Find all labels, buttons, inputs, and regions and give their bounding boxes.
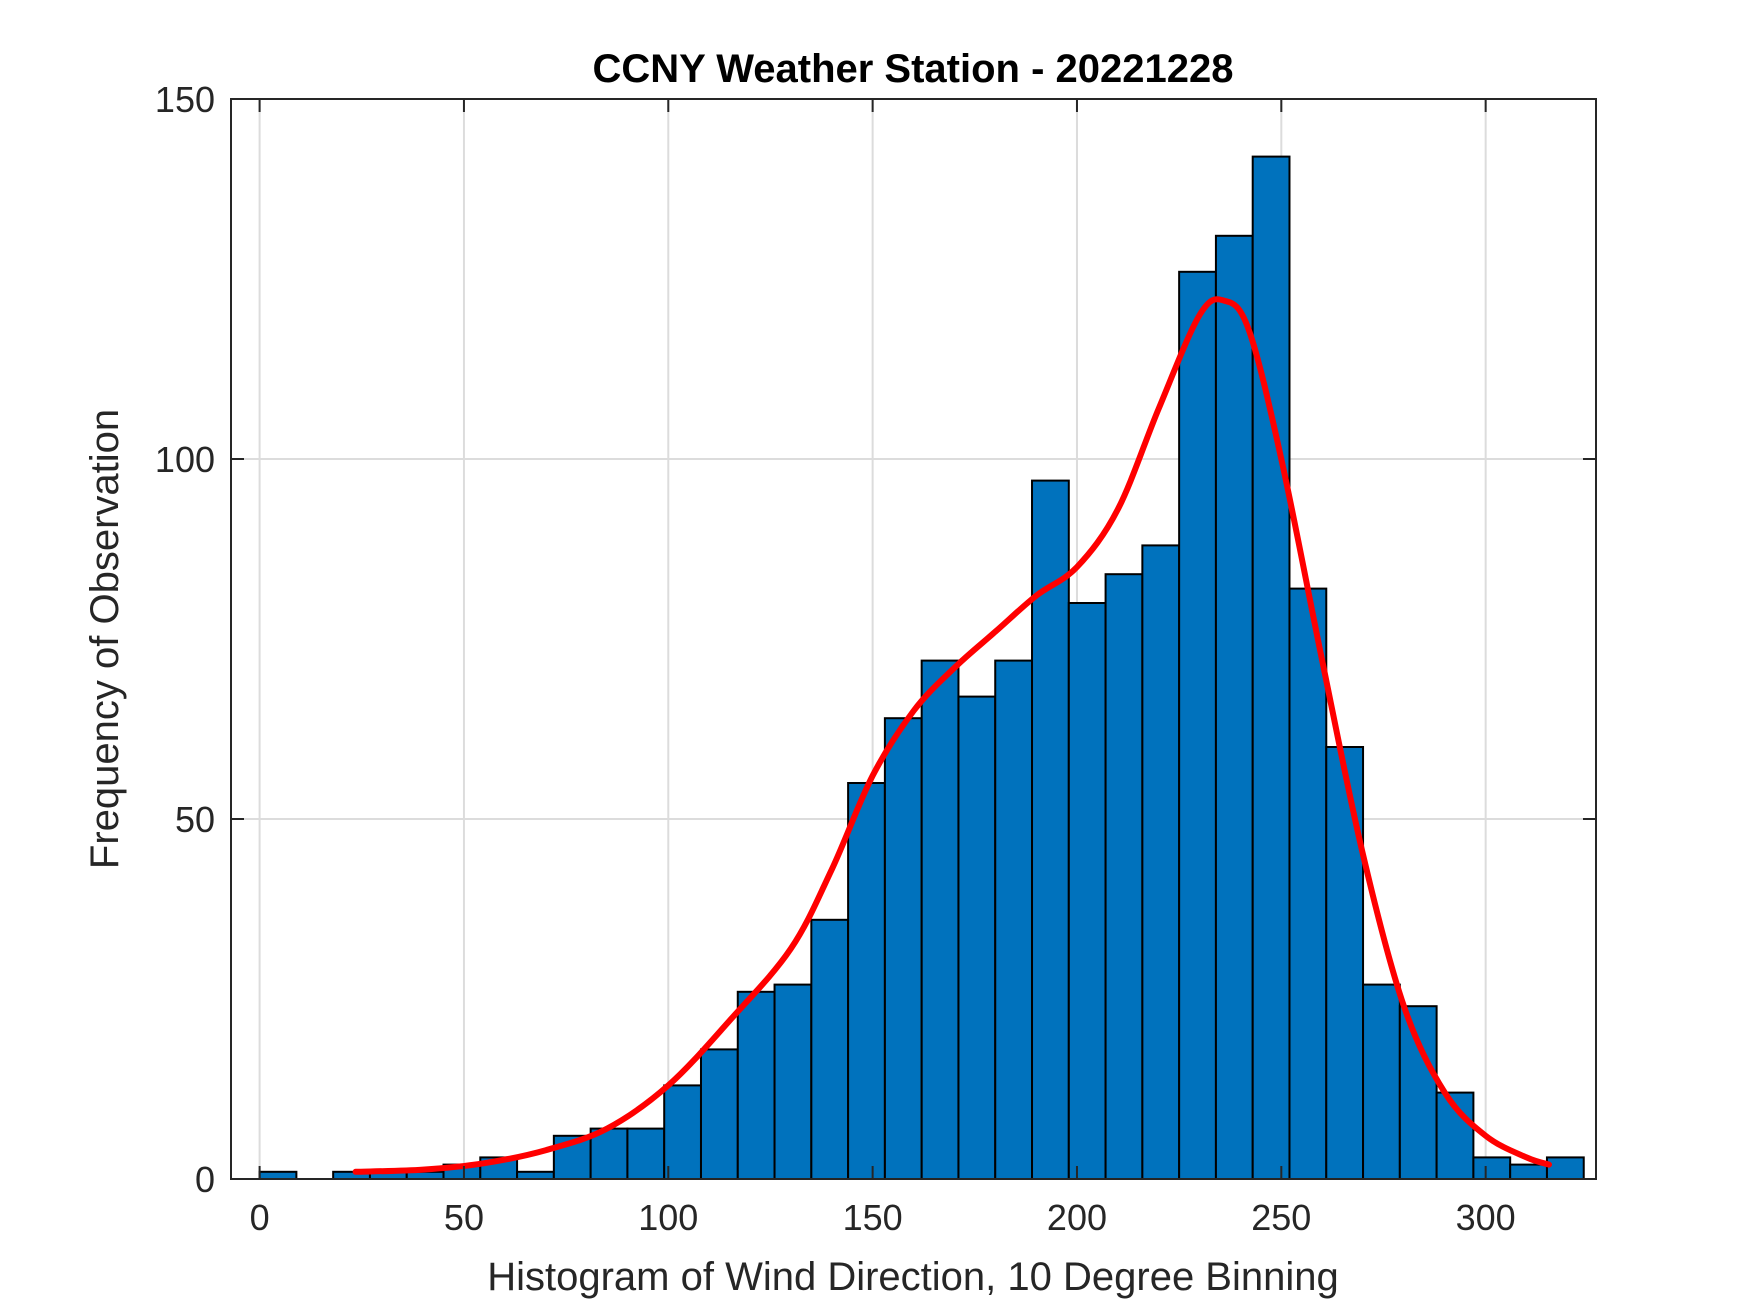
fit-curve bbox=[352, 296, 1552, 1175]
histogram-bar bbox=[1067, 602, 1107, 1180]
histogram-bar bbox=[1325, 746, 1365, 1180]
histogram-bar bbox=[1509, 1163, 1548, 1180]
histogram-bar bbox=[847, 782, 886, 1180]
y-tick-label: 150 bbox=[155, 79, 215, 120]
histogram-bar bbox=[1214, 234, 1254, 1181]
y-tick-label: 50 bbox=[175, 799, 215, 840]
chart-title: CCNY Weather Station - 20221228 bbox=[593, 47, 1234, 91]
histogram-bar bbox=[810, 918, 850, 1180]
y-tick-label: 100 bbox=[155, 439, 215, 480]
histogram-bar bbox=[1398, 1005, 1438, 1181]
histogram-bar bbox=[773, 983, 813, 1180]
y-axis-label: Frequency of Observation bbox=[83, 409, 127, 869]
histogram-bar bbox=[1178, 270, 1217, 1180]
histogram-bar bbox=[883, 717, 923, 1180]
x-tick-label: 150 bbox=[843, 1197, 903, 1238]
x-tick-label: 200 bbox=[1047, 1197, 1107, 1238]
x-tick-label: 50 bbox=[444, 1197, 484, 1238]
x-tick-label: 300 bbox=[1456, 1197, 1516, 1238]
histogram-bar bbox=[736, 990, 776, 1180]
plot-frame bbox=[230, 98, 1597, 1180]
x-tick-label: 0 bbox=[250, 1197, 270, 1238]
histogram-bar bbox=[994, 659, 1034, 1180]
histogram-bars bbox=[258, 155, 1585, 1181]
histogram-bar bbox=[1545, 1156, 1585, 1181]
histogram-bar bbox=[1362, 983, 1401, 1180]
histogram-bar bbox=[957, 695, 997, 1180]
axis-ticks bbox=[231, 98, 1596, 1180]
histogram-bar bbox=[1472, 1156, 1512, 1181]
fit-curve-layer bbox=[352, 296, 1552, 1175]
x-tick-label: 250 bbox=[1251, 1197, 1311, 1238]
histogram-bar bbox=[920, 659, 960, 1180]
histogram-bar bbox=[699, 1048, 739, 1181]
histogram-bar bbox=[1288, 587, 1328, 1180]
x-tick-labels: 0 50 100 150 200 250 300 bbox=[250, 1197, 1516, 1238]
x-axis-label: Histogram of Wind Direction, 10 Degree B… bbox=[487, 1255, 1339, 1299]
histogram-bar bbox=[516, 1170, 555, 1181]
x-tick-label: 100 bbox=[638, 1197, 698, 1238]
histogram-bar bbox=[1104, 573, 1144, 1180]
histogram-bar bbox=[258, 1170, 298, 1181]
histogram-bar bbox=[626, 1127, 666, 1180]
y-tick-labels: 0 50 100 150 bbox=[155, 79, 215, 1200]
histogram-bar bbox=[1141, 544, 1181, 1180]
y-tick-label: 0 bbox=[195, 1159, 215, 1200]
histogram-bar bbox=[1251, 155, 1291, 1181]
histogram-bar bbox=[663, 1084, 702, 1181]
